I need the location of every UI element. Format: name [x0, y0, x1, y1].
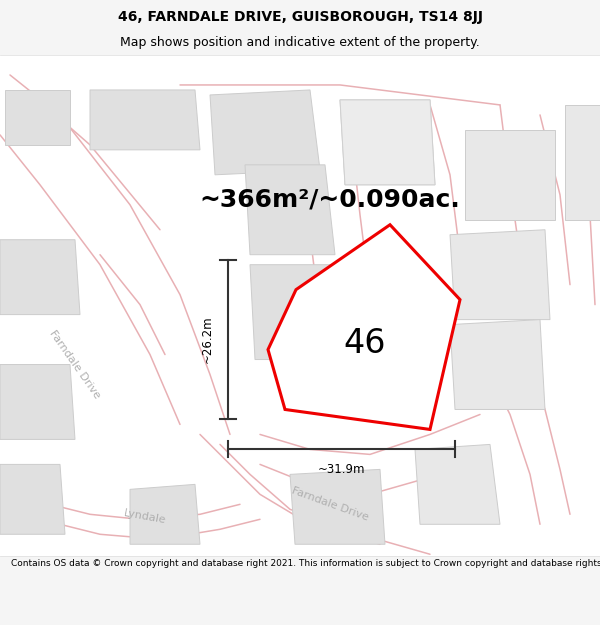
- Text: Farndale Drive: Farndale Drive: [47, 329, 103, 401]
- Text: ~366m²/~0.090ac.: ~366m²/~0.090ac.: [200, 188, 460, 212]
- Polygon shape: [90, 90, 200, 150]
- Text: ~26.2m: ~26.2m: [201, 316, 214, 363]
- Polygon shape: [130, 484, 200, 544]
- Polygon shape: [0, 464, 65, 534]
- Polygon shape: [268, 225, 460, 429]
- Polygon shape: [0, 364, 75, 439]
- Text: Map shows position and indicative extent of the property.: Map shows position and indicative extent…: [120, 36, 480, 49]
- Polygon shape: [450, 230, 550, 319]
- Text: 46, FARNDALE DRIVE, GUISBOROUGH, TS14 8JJ: 46, FARNDALE DRIVE, GUISBOROUGH, TS14 8J…: [118, 10, 482, 24]
- Polygon shape: [340, 100, 435, 185]
- Text: ~31.9m: ~31.9m: [318, 463, 365, 476]
- Polygon shape: [465, 130, 555, 220]
- Polygon shape: [0, 55, 600, 556]
- Text: Lyndale: Lyndale: [123, 508, 167, 525]
- Polygon shape: [340, 100, 435, 185]
- Polygon shape: [210, 90, 320, 175]
- Text: Contains OS data © Crown copyright and database right 2021. This information is : Contains OS data © Crown copyright and d…: [11, 559, 600, 568]
- Text: 46: 46: [344, 328, 386, 360]
- Polygon shape: [0, 240, 80, 314]
- Polygon shape: [250, 264, 340, 359]
- Polygon shape: [415, 444, 500, 524]
- Polygon shape: [245, 165, 335, 255]
- Polygon shape: [5, 90, 70, 145]
- Polygon shape: [450, 319, 545, 409]
- Text: Farndale Drive: Farndale Drive: [290, 486, 370, 523]
- Polygon shape: [290, 469, 385, 544]
- Polygon shape: [565, 105, 600, 220]
